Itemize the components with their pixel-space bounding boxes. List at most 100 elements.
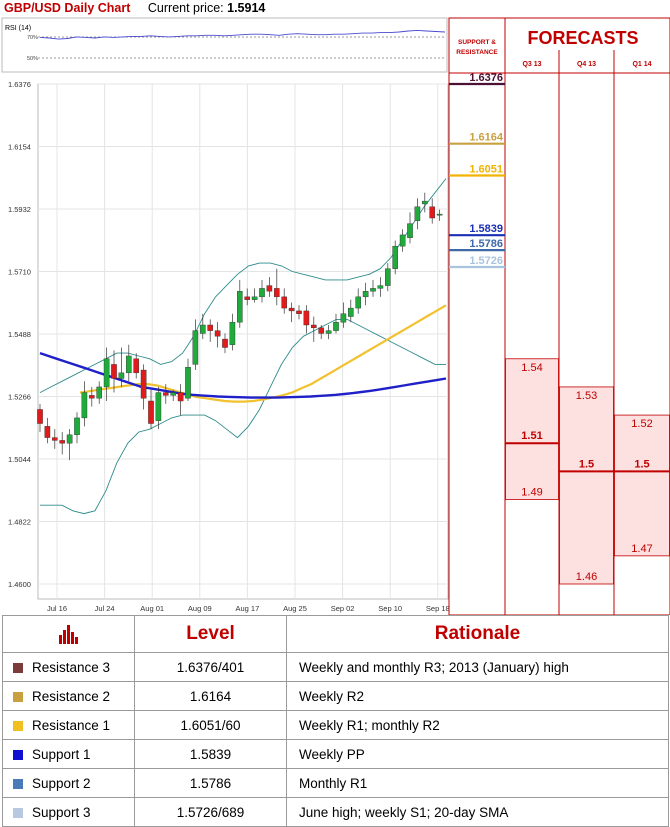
candle <box>340 302 347 328</box>
sr-label: RESISTANCE <box>456 49 498 56</box>
candle <box>429 198 436 224</box>
candle <box>296 305 302 320</box>
candle <box>192 319 199 371</box>
table-row: Support 1 1.5839 Weekly PP <box>2 739 669 769</box>
candle <box>133 353 140 379</box>
candle <box>288 302 295 323</box>
candle <box>214 322 221 348</box>
sr-level-label: 1.6164 <box>469 132 504 144</box>
candle <box>436 209 443 221</box>
y-tick-label: 1.5266 <box>8 393 31 402</box>
level-value: 1.5786 <box>134 768 287 798</box>
candle <box>422 192 428 213</box>
forecast-low: 1.46 <box>576 571 597 583</box>
level-name: Resistance 2 <box>2 681 135 711</box>
level-rationale: Weekly R1; monthly R2 <box>286 710 669 740</box>
table-row: Resistance 2 1.6164 Weekly R2 <box>2 681 669 711</box>
color-swatch <box>13 720 23 731</box>
candle <box>140 364 147 410</box>
level-value: 1.5726/689 <box>134 797 287 827</box>
candle <box>244 288 251 306</box>
candle <box>229 313 236 351</box>
levels-table: Level Rationale Resistance 3 1.6376/401 We… <box>2 615 669 827</box>
forecast-high: 1.53 <box>576 390 597 402</box>
candle <box>66 429 73 461</box>
forecast-high: 1.54 <box>521 362 542 374</box>
candle <box>185 358 191 402</box>
forecast-range <box>614 414 670 557</box>
table-row: Resistance 3 1.6376/401 Weekly and monthly… <box>2 652 669 682</box>
candle <box>355 288 362 314</box>
current-price: 1.5914 <box>227 1 266 15</box>
candle <box>81 381 88 427</box>
candle <box>162 384 169 404</box>
candle <box>96 381 102 404</box>
x-tick-label: Aug 17 <box>236 604 260 613</box>
candle <box>222 333 228 354</box>
candle <box>52 429 58 449</box>
candle <box>118 347 125 387</box>
chart-header: GBP/USD Daily Chart Current price: 1.591… <box>4 1 265 15</box>
level-rationale: June high; weekly S1; 20-day SMA <box>286 797 669 827</box>
candle <box>414 198 421 230</box>
y-tick-label: 1.5932 <box>8 205 31 214</box>
table-row: Support 3 1.5726/689 June high; weekly S1;… <box>2 797 669 827</box>
candle <box>259 279 265 303</box>
rsi-label: RSI (14) <box>5 25 31 32</box>
bollinger-upper-line <box>39 178 447 393</box>
forecast-high: 1.52 <box>631 418 652 430</box>
x-tick-label: Jul 24 <box>95 604 115 613</box>
candle <box>333 313 339 334</box>
candle <box>125 344 132 382</box>
level-name: Support 2 <box>2 768 135 798</box>
sr-label: SUPPORT & <box>458 39 496 46</box>
y-tick-label: 1.5044 <box>8 455 31 464</box>
level-value: 1.6376/401 <box>134 652 287 682</box>
table-row: Support 2 1.5786 Monthly R1 <box>2 768 669 798</box>
level-header: Level <box>134 615 287 653</box>
level-name: Resistance 3 <box>2 652 135 682</box>
candle <box>59 431 65 455</box>
candle <box>44 417 51 444</box>
y-tick-label: 1.4822 <box>8 518 31 527</box>
level-value: 1.6164 <box>134 681 287 711</box>
candle <box>111 350 117 393</box>
candle <box>177 384 184 416</box>
y-tick-label: 1.5488 <box>8 330 31 339</box>
x-tick-label: Aug 01 <box>140 604 164 613</box>
sr-level-label: 1.5786 <box>469 238 503 250</box>
x-tick-label: Sep 02 <box>331 604 355 613</box>
x-tick-label: Sep 10 <box>378 604 402 613</box>
sr-level-label: 1.5839 <box>469 223 503 235</box>
forecast-mid: 1.5 <box>634 458 649 470</box>
candle <box>399 229 406 252</box>
table-row: Resistance 1 1.6051/60 Weekly R1; monthly … <box>2 710 669 740</box>
chart-title: GBP/USD Daily Chart <box>4 1 131 15</box>
candle <box>407 212 413 244</box>
sr-level-label: 1.6051 <box>469 163 503 175</box>
candle <box>318 324 325 340</box>
quarter-label: Q1 14 <box>632 61 651 68</box>
candle <box>325 324 332 340</box>
candle <box>251 288 258 303</box>
color-swatch <box>13 749 23 760</box>
level-value: 1.6051/60 <box>134 710 287 740</box>
price-plot <box>37 83 449 600</box>
candle <box>377 277 384 297</box>
candle <box>274 268 280 306</box>
forecast-range <box>559 386 614 585</box>
rationale-header: Rationale <box>286 615 669 653</box>
candle <box>88 386 95 407</box>
candle <box>385 263 391 292</box>
rsi-line <box>39 29 446 40</box>
candle <box>266 277 273 297</box>
level-name: Resistance 1 <box>2 710 135 740</box>
level-name: Support 1 <box>2 739 135 769</box>
candle <box>155 386 162 430</box>
candle <box>103 347 110 402</box>
price-label: Current price: <box>147 1 224 15</box>
level-rationale: Monthly R1 <box>286 768 669 798</box>
bar-chart-icon <box>57 622 81 646</box>
y-tick-label: 1.5710 <box>8 268 31 277</box>
x-tick-label: Sep 18 <box>426 604 450 613</box>
